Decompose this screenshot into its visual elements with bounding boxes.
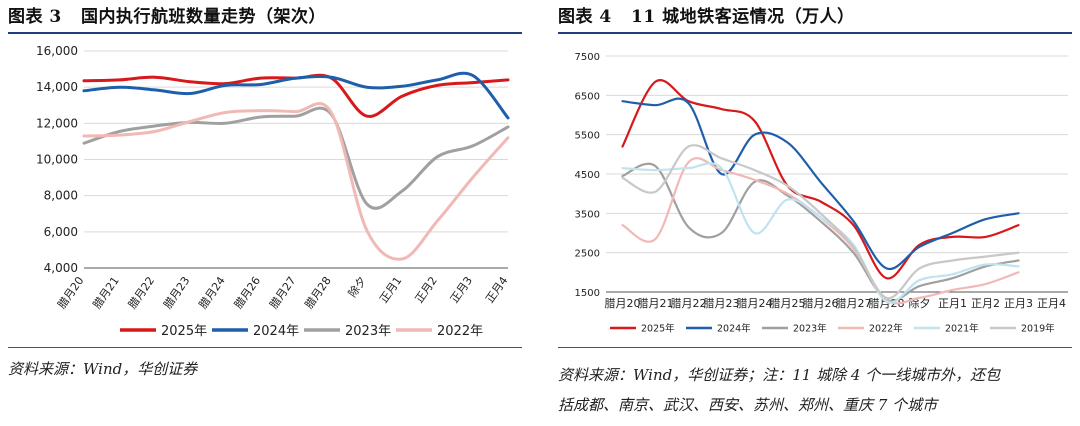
figure-4-label: 图表 4 (558, 7, 612, 27)
series-line-2023年 (82, 106, 510, 210)
figure-4-title-rule (558, 32, 1072, 34)
x-tick-label-腊月27: 腊月27 (267, 274, 298, 311)
y-tick-label-12000: 12,000 (36, 116, 78, 130)
x-tick-label-腊月28: 腊月28 (302, 274, 333, 311)
x-tick-label-腊月25: 腊月25 (770, 297, 806, 310)
series-line-2022年 (82, 102, 510, 261)
figure-4-bottom-rule (558, 347, 1072, 348)
x-tick-label-腊月21: 腊月21 (90, 274, 121, 311)
legend-label-2021年: 2021年 (945, 323, 979, 335)
x-tick-label-正月1: 正月1 (938, 297, 967, 310)
x-tick-label-腊月22: 腊月22 (671, 297, 707, 310)
figure-3-label: 图表 3 (8, 7, 62, 27)
legend-label-2022年: 2022年 (869, 323, 903, 335)
x-tick-label-腊月24: 腊月24 (737, 297, 773, 310)
legend-label-2024年: 2024年 (253, 324, 299, 339)
y-tick-label-1500: 1500 (575, 288, 600, 299)
y-tick-label-6000: 6,000 (44, 225, 78, 239)
legend-label-2024年: 2024年 (717, 323, 751, 335)
series-line-2025年 (621, 78, 1020, 280)
series-line-2024年 (82, 71, 510, 120)
x-tick-label-腊月26: 腊月26 (232, 274, 263, 311)
y-tick-label-16000: 16,000 (36, 44, 78, 58)
x-tick-label-腊月22: 腊月22 (126, 274, 157, 311)
x-tick-label-除夕: 除夕 (345, 274, 369, 300)
x-tick-label-正月4: 正月4 (483, 274, 510, 305)
series-line-2021年 (621, 162, 1020, 304)
left-chart-panel: 图表 3 国内执行航班数量走势（架次） 4,000 6,000 8,000 10,00… (8, 0, 530, 426)
x-tick-label-腊月20: 腊月20 (605, 297, 641, 310)
series-line-2019年 (621, 144, 1020, 300)
legend-label-2025年: 2025年 (641, 323, 675, 335)
y-tick-label-5500: 5500 (575, 131, 600, 142)
y-tick-label-7500: 7500 (575, 52, 600, 63)
x-tick-label-正月2: 正月2 (413, 274, 440, 305)
series-line-2023年 (621, 162, 1020, 303)
y-tick-label-10000: 10,000 (36, 153, 78, 167)
y-tick-label-6500: 6500 (575, 91, 600, 102)
y-tick-label-4500: 4500 (575, 170, 600, 181)
x-tick-label-腊月24: 腊月24 (196, 274, 227, 311)
x-tick-label-腊月21: 腊月21 (638, 297, 674, 310)
x-tick-label-正月3: 正月3 (448, 274, 475, 305)
y-tick-label-8000: 8,000 (44, 189, 78, 203)
metro-line-chart: 1500 2500 3500 4500 5500 6500 7500 腊月20腊月21腊月22… (575, 52, 1068, 335)
x-tick-label-腊月23: 腊月23 (161, 274, 192, 311)
x-tick-label-正月3: 正月3 (1004, 297, 1033, 310)
figure-3-title-rule (8, 32, 522, 34)
y-tick-label-2500: 2500 (575, 249, 600, 260)
y-tick-label-3500: 3500 (575, 209, 600, 220)
flights-line-chart: 4,000 6,000 8,000 10,000 12,000 14,000 16,000 腊… (36, 44, 510, 339)
figure-3-text: 国内执行航班数量走势（架次） (81, 7, 327, 27)
figure-3-source: 资料来源：Wind，华创证券 (8, 360, 198, 378)
x-tick-label-腊月26: 腊月26 (803, 297, 839, 310)
right-chart-panel: 图表 4 11 城地铁客运情况（万人） 1500 2500 3500 4500 5500… (558, 0, 1080, 426)
legend-label-2025年: 2025年 (161, 324, 207, 339)
legend-label-2023年: 2023年 (793, 323, 827, 335)
figure-4-source-line-1: 资料来源：Wind，华创证券；注：11 城除 4 个一线城市外，还包 (558, 366, 1001, 384)
figure-4-title: 图表 4 11 城地铁客运情况（万人） (558, 2, 855, 27)
figure-3-title: 图表 3 国内执行航班数量走势（架次） (8, 2, 326, 27)
x-tick-label-腊月27: 腊月27 (836, 297, 872, 310)
figure-4-text: 11 城地铁客运情况（万人） (631, 7, 855, 27)
x-tick-label-正月1: 正月1 (377, 274, 404, 305)
y-tick-label-14000: 14,000 (36, 80, 78, 94)
x-tick-label-腊月20: 腊月20 (55, 274, 86, 311)
legend-label-2023年: 2023年 (345, 324, 391, 339)
figure-3-bottom-rule (8, 347, 522, 348)
y-tick-label-4000: 4,000 (44, 261, 78, 275)
x-tick-label-腊月23: 腊月23 (704, 297, 740, 310)
x-tick-label-正月4: 正月4 (1037, 297, 1066, 310)
series-line-2024年 (621, 97, 1020, 271)
x-tick-label-正月2: 正月2 (971, 297, 1000, 310)
legend-label-2022年: 2022年 (437, 324, 483, 339)
legend-label-2019年: 2019年 (1021, 323, 1055, 335)
figure-4-source-line-2: 括成都、南京、武汉、西安、苏州、郑州、重庆 7 个城市 (558, 396, 938, 414)
